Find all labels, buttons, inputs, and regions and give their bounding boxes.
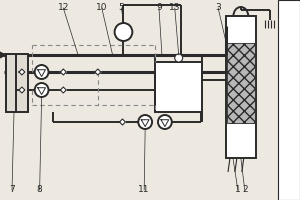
Circle shape <box>158 115 172 129</box>
Text: 10: 10 <box>96 3 107 12</box>
Text: 5: 5 <box>118 3 124 12</box>
Text: 7: 7 <box>9 186 15 194</box>
Polygon shape <box>19 69 25 75</box>
Polygon shape <box>119 119 125 125</box>
Circle shape <box>35 83 49 97</box>
Polygon shape <box>60 69 66 75</box>
Text: 1: 1 <box>235 186 241 194</box>
Circle shape <box>175 54 183 62</box>
Bar <box>6 54 28 112</box>
Text: 13: 13 <box>169 3 181 12</box>
Circle shape <box>35 65 49 79</box>
Text: 2: 2 <box>242 186 248 194</box>
Polygon shape <box>95 69 101 75</box>
Bar <box>226 16 256 158</box>
Bar <box>227 43 255 123</box>
Text: 9: 9 <box>156 3 162 12</box>
Text: 3: 3 <box>215 3 221 12</box>
Text: 11: 11 <box>138 186 150 194</box>
Polygon shape <box>60 87 66 93</box>
Bar <box>278 0 300 200</box>
Circle shape <box>138 115 152 129</box>
Text: 12: 12 <box>58 3 69 12</box>
Bar <box>155 62 202 112</box>
Circle shape <box>115 23 132 41</box>
Text: 8: 8 <box>37 186 43 194</box>
Polygon shape <box>19 87 25 93</box>
